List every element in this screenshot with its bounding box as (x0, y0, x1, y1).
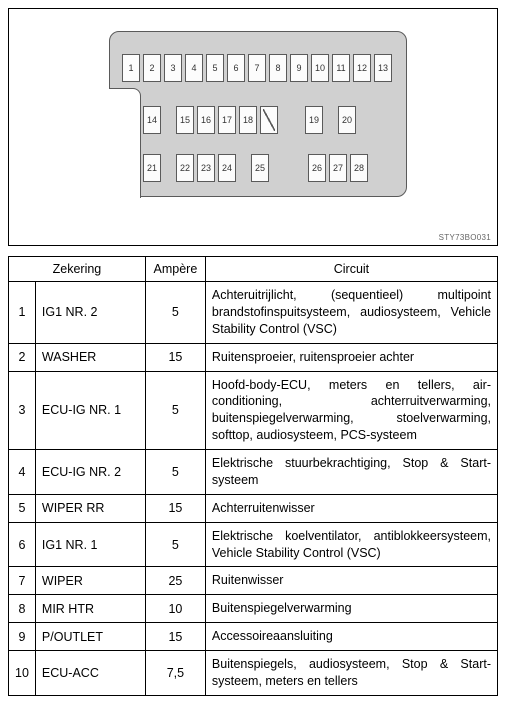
cell-amp: 15 (145, 343, 205, 371)
cell-name: ECU-ACC (35, 651, 145, 696)
fuse-slot: 19 (305, 106, 323, 134)
cell-amp: 25 (145, 567, 205, 595)
cell-circuit: Buitenspiegelverwarming (205, 595, 497, 623)
table-row: 4ECU-IG NR. 25Elektrische stuurbekrachti… (9, 450, 498, 495)
fuse-slot: 10 (311, 54, 329, 82)
diagram-ref-code: STY73BO031 (439, 233, 491, 242)
fuse-slot: 18 (239, 106, 257, 134)
cell-num: 7 (9, 567, 36, 595)
fuse-diagram-frame: 12345678910111213 14151617181920 2122232… (8, 8, 498, 246)
cell-amp: 5 (145, 371, 205, 450)
cell-circuit: Achteruitrijlicht, (sequentieel) multipo… (205, 282, 497, 344)
cell-num: 3 (9, 371, 36, 450)
cell-name: ECU-IG NR. 2 (35, 450, 145, 495)
cell-circuit: Hoofd-body-ECU, meters en tellers, air-c… (205, 371, 497, 450)
fuse-slot: 17 (218, 106, 236, 134)
cell-circuit: Achterruitenwisser (205, 494, 497, 522)
fuse-slot: 8 (269, 54, 287, 82)
cell-name: MIR HTR (35, 595, 145, 623)
fuse-slot: 24 (218, 154, 236, 182)
fuse-slot: 16 (197, 106, 215, 134)
cell-circuit: Elektrische stuurbekrachtiging, Stop & S… (205, 450, 497, 495)
fuse-slot: 13 (374, 54, 392, 82)
cell-num: 6 (9, 522, 36, 567)
cell-amp: 15 (145, 623, 205, 651)
fuse-slot: 2 (143, 54, 161, 82)
cell-num: 2 (9, 343, 36, 371)
th-amp: Ampère (145, 257, 205, 282)
table-row: 7WIPER25Ruitenwisser (9, 567, 498, 595)
fuse-slot: 28 (350, 154, 368, 182)
cell-num: 4 (9, 450, 36, 495)
fuse-slot: 5 (206, 54, 224, 82)
cell-name: IG1 NR. 1 (35, 522, 145, 567)
cell-num: 8 (9, 595, 36, 623)
fuse-slot: 22 (176, 154, 194, 182)
fuse-slot: 12 (353, 54, 371, 82)
table-row: 2WASHER15Ruitensproeier, ruitensproeier … (9, 343, 498, 371)
fuse-slot: 6 (227, 54, 245, 82)
cell-circuit: Accessoireaansluiting (205, 623, 497, 651)
table-row: 5WIPER RR15Achterruitenwisser (9, 494, 498, 522)
fuse-slot (260, 106, 278, 134)
cell-amp: 7,5 (145, 651, 205, 696)
table-row: 6IG1 NR. 15Elektrische koelventilator, a… (9, 522, 498, 567)
cell-name: ECU-IG NR. 1 (35, 371, 145, 450)
cell-num: 1 (9, 282, 36, 344)
fuse-row-2: 14 15161718 19 20 (143, 106, 359, 134)
cell-num: 5 (9, 494, 36, 522)
cell-name: IG1 NR. 2 (35, 282, 145, 344)
cell-amp: 5 (145, 282, 205, 344)
fuse-slot: 23 (197, 154, 215, 182)
table-row: 8MIR HTR10Buitenspiegelverwarming (9, 595, 498, 623)
fuse-box: 12345678910111213 14151617181920 2122232… (109, 31, 407, 197)
cell-name: WIPER (35, 567, 145, 595)
table-row: 1IG1 NR. 25Achteruitrijlicht, (sequentie… (9, 282, 498, 344)
fuse-slot: 15 (176, 106, 194, 134)
fuse-slot: 21 (143, 154, 161, 182)
fuse-slot: 20 (338, 106, 356, 134)
fuse-table: Zekering Ampère Circuit 1IG1 NR. 25Achte… (8, 256, 498, 696)
cell-name: WIPER RR (35, 494, 145, 522)
cell-name: P/OUTLET (35, 623, 145, 651)
fuse-slot: 11 (332, 54, 350, 82)
fuse-slot: 9 (290, 54, 308, 82)
table-header-row: Zekering Ampère Circuit (9, 257, 498, 282)
fuse-slot: 27 (329, 154, 347, 182)
cell-name: WASHER (35, 343, 145, 371)
fuse-slot: 26 (308, 154, 326, 182)
cell-circuit: Elektrische koelventilator, antiblokkeer… (205, 522, 497, 567)
fuse-row-1: 12345678910111213 (122, 54, 395, 82)
table-row: 9P/OUTLET15Accessoireaansluiting (9, 623, 498, 651)
fuse-box-notch (109, 88, 141, 198)
fuse-slot: 1 (122, 54, 140, 82)
cell-num: 9 (9, 623, 36, 651)
table-row: 3ECU-IG NR. 15Hoofd-body-ECU, meters en … (9, 371, 498, 450)
cell-amp: 15 (145, 494, 205, 522)
cell-num: 10 (9, 651, 36, 696)
table-body: 1IG1 NR. 25Achteruitrijlicht, (sequentie… (9, 282, 498, 696)
fuse-slot: 14 (143, 106, 161, 134)
cell-circuit: Buitenspiegels, audiosysteem, Stop & Sta… (205, 651, 497, 696)
fuse-row-3: 21 222324 25 262728 (143, 154, 371, 182)
cell-amp: 5 (145, 450, 205, 495)
cell-amp: 5 (145, 522, 205, 567)
fuse-slot: 7 (248, 54, 266, 82)
table-row: 10ECU-ACC7,5Buitenspiegels, audiosysteem… (9, 651, 498, 696)
fuse-slot: 3 (164, 54, 182, 82)
th-fuse: Zekering (9, 257, 146, 282)
cell-amp: 10 (145, 595, 205, 623)
fuse-slot: 4 (185, 54, 203, 82)
cell-circuit: Ruitenwisser (205, 567, 497, 595)
cell-circuit: Ruitensproeier, ruitensproeier achter (205, 343, 497, 371)
fuse-slot: 25 (251, 154, 269, 182)
th-circuit: Circuit (205, 257, 497, 282)
